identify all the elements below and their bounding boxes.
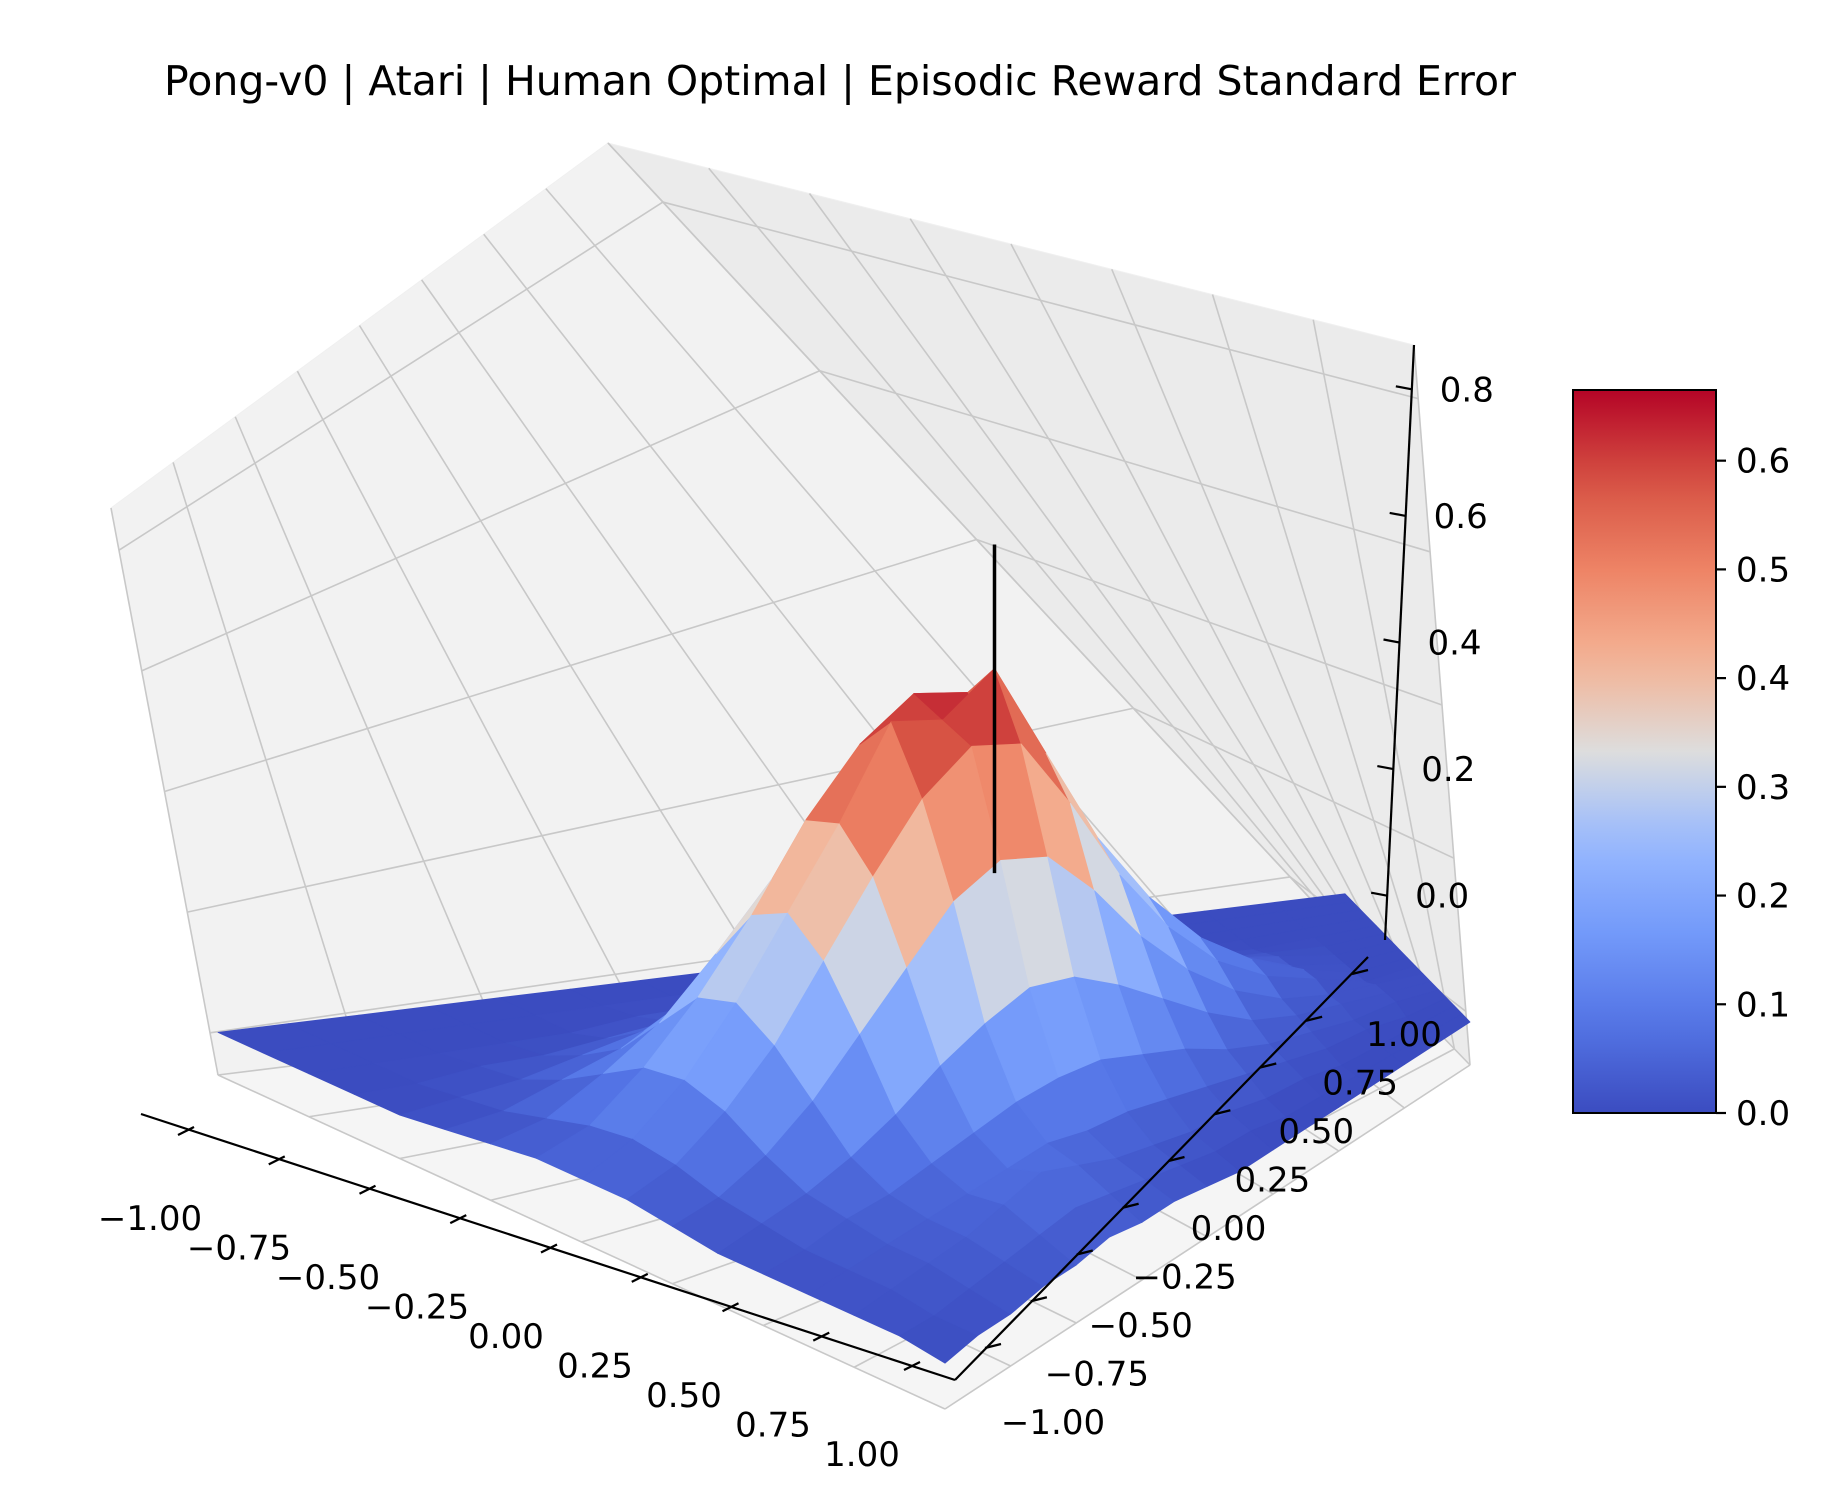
y-tick [1030, 1296, 1048, 1303]
wall-grid-z [819, 370, 1431, 553]
x-tick [177, 1126, 195, 1136]
x-tick-label: 0.75 [735, 1406, 811, 1446]
z-tick [1383, 638, 1400, 644]
wall-grid-z [164, 538, 977, 793]
x-tick [812, 1331, 830, 1342]
x-axis-line [140, 1112, 956, 1382]
y-tick-label: 0.75 [1322, 1064, 1398, 1104]
colorbar-tick-label: 0.0 [1736, 1094, 1790, 1134]
z-tick [1377, 765, 1394, 771]
y-tick-label: −0.50 [1089, 1306, 1193, 1346]
y-tick [1259, 1062, 1277, 1069]
colorbar-tick-label: 0.6 [1736, 442, 1790, 482]
axis-lines: −1.00−0.75−0.50−0.250.000.250.500.751.00… [98, 344, 1494, 1475]
y-tick [984, 1342, 1002, 1350]
colorbar-tick-label: 0.2 [1736, 877, 1790, 917]
z-tick-label: 0.0 [1415, 877, 1469, 917]
chart-title: Pong-v0 | Atari | Human Optimal | Episod… [164, 57, 1516, 105]
y-tick [1305, 1015, 1323, 1022]
colorbar-tick-label: 0.5 [1736, 550, 1790, 590]
wall-grid-z [141, 370, 821, 672]
y-tick [1168, 1155, 1185, 1163]
colorbar-tick-label: 0.3 [1736, 768, 1790, 808]
y-axis-line [954, 956, 1369, 1381]
wall-grid-z [1132, 707, 1455, 859]
y-tick-label: 0.00 [1191, 1209, 1267, 1249]
x-tick-label: −0.75 [187, 1229, 291, 1269]
x-tick [540, 1243, 558, 1254]
y-tick [1122, 1202, 1139, 1209]
wall-grid-z [118, 201, 664, 551]
x-tick [631, 1272, 649, 1283]
x-tick-label: −0.50 [276, 1258, 380, 1298]
x-tick-label: 0.50 [646, 1376, 722, 1416]
y-tick-label: 1.00 [1366, 1015, 1442, 1055]
z-tick-label: 0.8 [1440, 370, 1494, 410]
y-tick-label: −0.25 [1133, 1258, 1237, 1298]
y-tick-label: 0.50 [1278, 1112, 1354, 1152]
x-tick-label: −0.25 [365, 1288, 469, 1328]
x-tick-label: 0.25 [557, 1347, 633, 1387]
colorbar-scale [1572, 389, 1717, 1114]
x-tick [722, 1302, 739, 1313]
x-tick [449, 1214, 467, 1225]
colorbar-tick-label: 0.4 [1736, 659, 1790, 699]
wall-grid-z [976, 538, 1443, 706]
y-tick [1351, 968, 1369, 976]
y-tick [1214, 1109, 1231, 1116]
y-tick [1076, 1249, 1094, 1256]
x-tick [903, 1361, 921, 1371]
z-tick-label: 0.4 [1427, 624, 1481, 664]
colorbar-tick-label: 0.1 [1736, 985, 1790, 1025]
x-tick-label: 0.00 [468, 1317, 544, 1357]
z-tick-label: 0.6 [1434, 497, 1488, 537]
y-tick-label: −1.00 [1001, 1403, 1105, 1443]
x-tick-label: −1.00 [98, 1199, 202, 1239]
colorbar: 0.0 0.1 0.2 0.3 0.4 0.5 0.6 [1572, 389, 1790, 1134]
surface-patch [1426, 1013, 1471, 1044]
y-tick-label: −0.75 [1045, 1355, 1149, 1395]
z-tick [1370, 891, 1388, 897]
z-tick-label: 0.2 [1421, 750, 1475, 790]
floor-grid-y [217, 1074, 946, 1410]
z-tick [1395, 385, 1413, 391]
x-tick [359, 1184, 376, 1195]
surface-plot [217, 544, 1471, 1364]
x-tick [268, 1155, 286, 1166]
z-tick [1389, 511, 1406, 517]
wall-grid-z [662, 201, 1419, 400]
x-tick-label: 1.00 [824, 1435, 900, 1475]
y-tick-label: 0.25 [1235, 1161, 1311, 1201]
